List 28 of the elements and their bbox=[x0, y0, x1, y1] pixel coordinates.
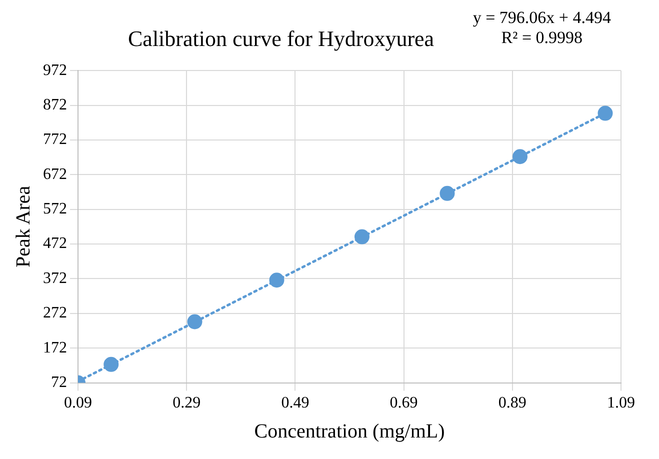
y-tick-label: 872 bbox=[43, 96, 67, 114]
y-tick-label: 772 bbox=[43, 131, 67, 148]
x-tick-label: 0.29 bbox=[172, 394, 201, 412]
y-tick-label: 572 bbox=[43, 200, 67, 218]
y-axis-title: Peak Area bbox=[12, 186, 34, 268]
y-tick-label: 372 bbox=[43, 270, 67, 287]
x-tick-label: 0.69 bbox=[390, 394, 418, 412]
point bbox=[598, 106, 613, 121]
y-tick-label: 272 bbox=[43, 304, 67, 322]
x-tick-label: 0.09 bbox=[64, 394, 92, 412]
point bbox=[269, 272, 284, 288]
x-tick-label: 1.09 bbox=[607, 394, 635, 412]
point bbox=[104, 356, 119, 372]
x-tick-label: 0.89 bbox=[498, 394, 526, 412]
y-tick-label: 672 bbox=[43, 166, 67, 183]
point bbox=[187, 314, 202, 330]
y-tick-label: 472 bbox=[43, 235, 67, 252]
text: R² = 0.9998 bbox=[500, 28, 584, 48]
point bbox=[354, 229, 370, 244]
text: y = 796.06x + 4.494 bbox=[472, 8, 611, 28]
x-tick-label: 0.49 bbox=[281, 394, 310, 412]
point bbox=[440, 186, 455, 201]
y-tick-label: 972 bbox=[43, 62, 67, 79]
chart-title: Calibration curve for Hydroxyurea bbox=[128, 26, 434, 52]
y-tick-label: 72 bbox=[51, 374, 67, 392]
y-tick-label: 172 bbox=[43, 339, 67, 356]
point bbox=[512, 149, 528, 164]
x-axis-title: Concentration (mg/mL) bbox=[254, 420, 445, 442]
